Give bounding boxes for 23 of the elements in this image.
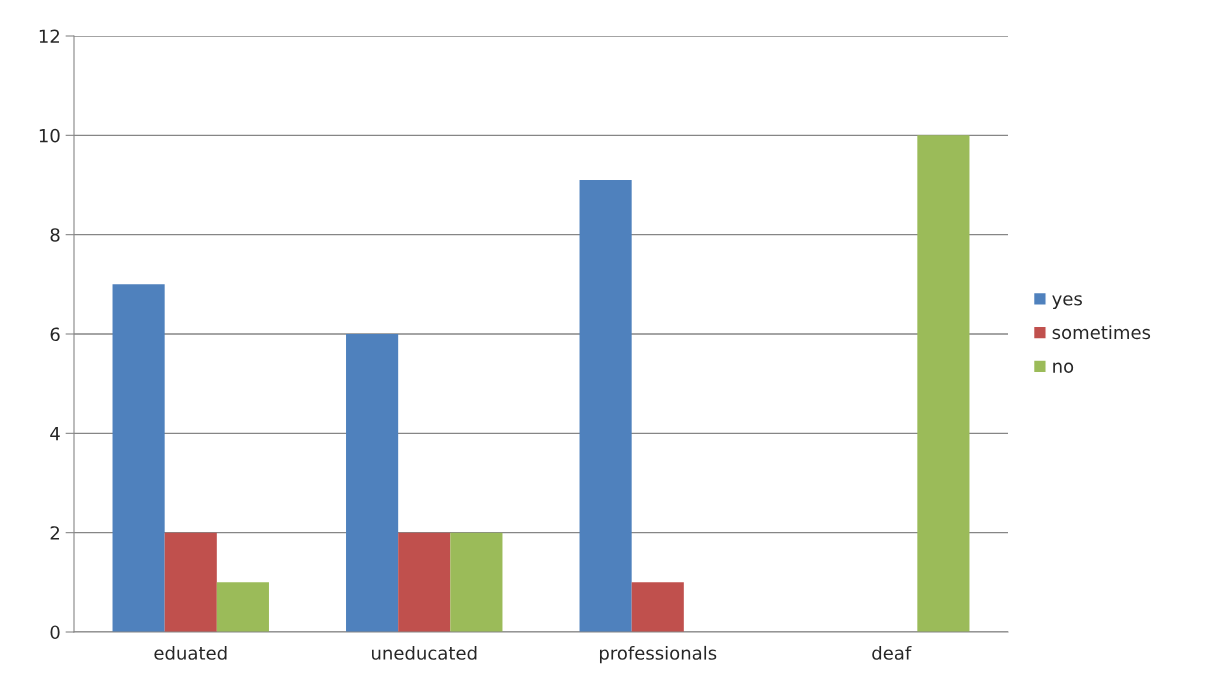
y-tick-label: 2	[50, 526, 59, 540]
x-tick-label: deaf	[872, 645, 912, 660]
legend-label: sometimes	[1052, 325, 1151, 340]
x-tick-label: uneducated	[372, 645, 477, 660]
bar	[450, 532, 503, 632]
bar	[112, 284, 165, 632]
y-tick-label: 8	[50, 228, 60, 242]
bar	[917, 135, 970, 632]
y-tick-label: 4	[50, 427, 60, 441]
bar	[631, 582, 684, 632]
y-tick-label: 0	[50, 625, 60, 640]
legend-label: no	[1053, 362, 1074, 373]
legend-label: yes	[1052, 295, 1082, 310]
x-tick-label: professionals	[599, 645, 717, 664]
bar	[164, 532, 217, 632]
bar	[346, 334, 399, 632]
bar	[579, 180, 632, 632]
bar	[216, 582, 269, 632]
y-tick-label: 10	[39, 128, 60, 143]
y-tick-label: 12	[39, 29, 59, 43]
bar	[398, 532, 451, 632]
x-tick-label: eduated	[154, 645, 227, 660]
y-tick-label: 6	[50, 327, 60, 342]
